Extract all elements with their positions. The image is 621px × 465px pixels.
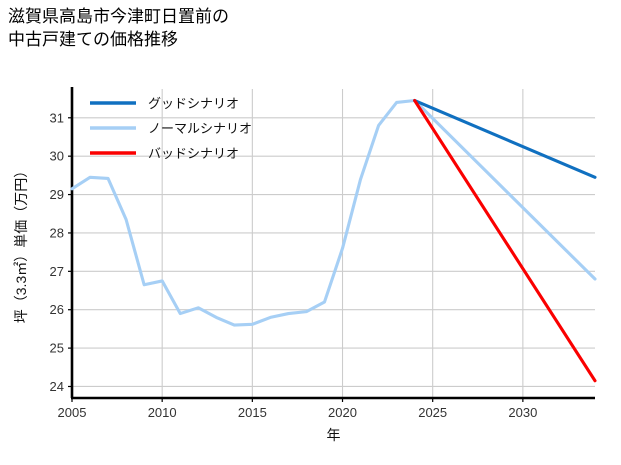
- x-tick-label: 2010: [148, 405, 177, 420]
- y-axis-ticks: 24 25 26 27 28 29 30 31: [50, 110, 72, 394]
- x-tick-label: 2025: [418, 405, 447, 420]
- y-tick-label: 29: [50, 187, 64, 202]
- series-line-good: [413, 98, 597, 179]
- axis-titles: 年 坪（3.3㎡）単価（万円）: [13, 164, 341, 443]
- y-tick-label: 30: [50, 149, 64, 164]
- x-axis-ticks: 2005 2010 2015 2020 2025 2030: [58, 398, 537, 420]
- axis-lines: [70, 87, 595, 400]
- x-axis-title: 年: [327, 427, 341, 443]
- legend-label: グッドシナリオ: [148, 96, 239, 111]
- series-line-normal: [70, 98, 597, 327]
- gridlines: [71, 89, 595, 398]
- x-tick-label: 2005: [58, 405, 87, 420]
- data-series: [70, 98, 597, 383]
- series-line-bad: [413, 98, 597, 383]
- page-title: 滋賀県高島市今津町日置前の 中古戸建ての価格推移: [8, 7, 229, 49]
- x-tick-label: 2020: [328, 405, 357, 420]
- y-tick-label: 26: [50, 302, 64, 317]
- y-axis-title: 坪（3.3㎡）単価（万円）: [13, 164, 29, 323]
- legend-label: ノーマルシナリオ: [148, 121, 252, 136]
- y-tick-label: 25: [50, 341, 64, 356]
- y-tick-label: 31: [50, 110, 64, 125]
- y-tick-label: 24: [50, 379, 64, 394]
- y-tick-label: 28: [50, 225, 64, 240]
- x-tick-label: 2030: [508, 405, 537, 420]
- x-tick-label: 2015: [238, 405, 267, 420]
- legend-label: バッドシナリオ: [148, 146, 239, 161]
- y-tick-label: 27: [50, 264, 64, 279]
